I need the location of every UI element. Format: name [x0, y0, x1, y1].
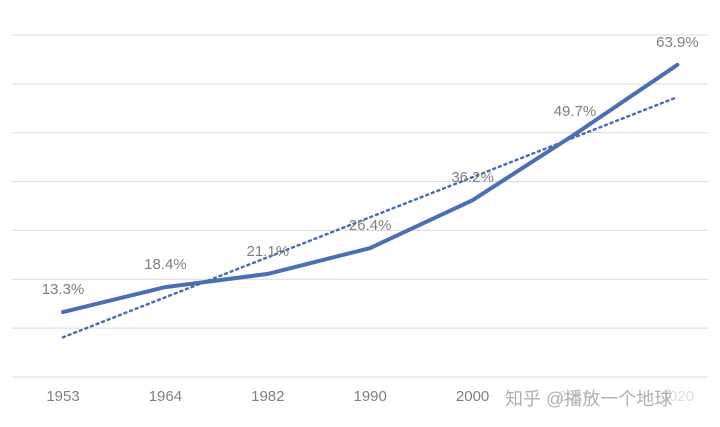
- x-tick-label: 1953: [46, 388, 79, 405]
- trend-line: [61, 95, 679, 339]
- x-tick-label: 1982: [251, 388, 284, 405]
- gridlines: [12, 34, 708, 378]
- x-tick-label: 2010: [558, 388, 591, 405]
- x-tick-label: 1990: [354, 388, 387, 405]
- data-label: 49.7%: [554, 103, 597, 120]
- x-tick-label: 1964: [149, 388, 182, 405]
- data-labels: 13.3% 18.4% 21.1% 26.4% 36.2% 49.7% 63.9%: [42, 34, 699, 298]
- series-line: [61, 62, 680, 315]
- x-tick-label: 2000: [456, 388, 489, 405]
- x-tick-label: 2020: [661, 388, 694, 405]
- data-label: 36.2%: [451, 169, 494, 186]
- data-label: 26.4%: [349, 217, 392, 234]
- x-tick-labels: 1953 1964 1982 1990 2000 2010 2020: [46, 388, 694, 405]
- data-label: 21.1%: [247, 243, 290, 260]
- data-label: 13.3%: [42, 281, 85, 298]
- data-label: 18.4%: [144, 256, 187, 273]
- data-label: 63.9%: [656, 34, 699, 51]
- watermark: 知乎 @播放一个地球: [505, 389, 672, 409]
